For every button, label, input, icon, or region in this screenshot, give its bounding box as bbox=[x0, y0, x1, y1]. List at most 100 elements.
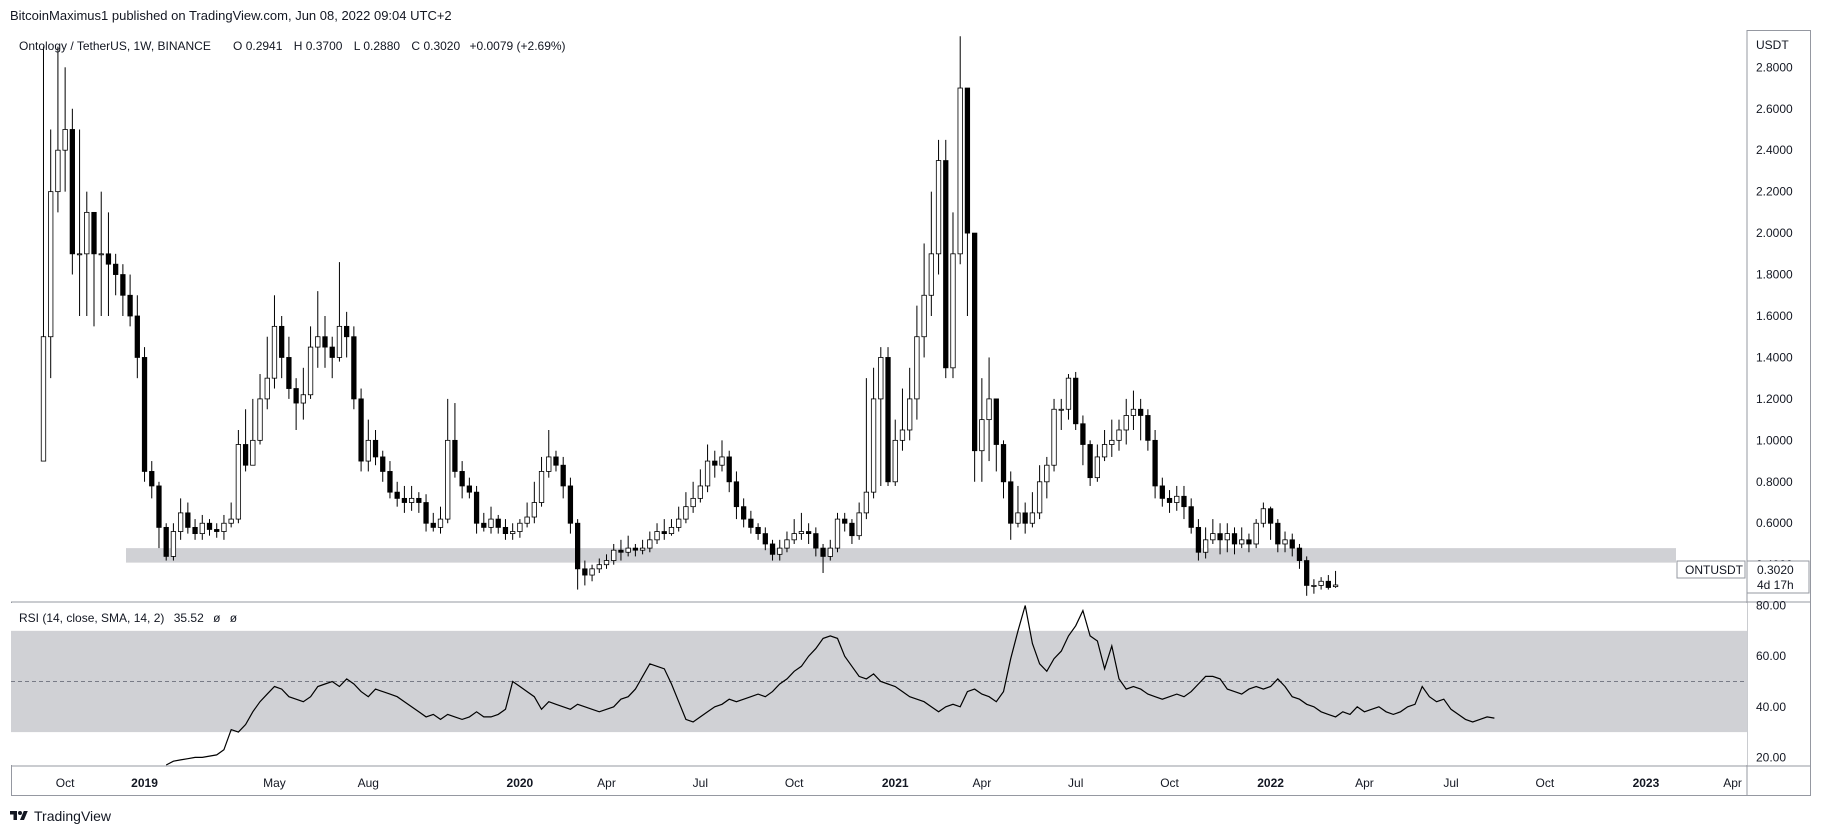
time-tick-label: Jul bbox=[1443, 776, 1458, 790]
rsi-axis[interactable]: 80.00 60.00 40.00 20.00 bbox=[1756, 599, 1786, 765]
candle-body bbox=[899, 429, 906, 441]
rsi-pane[interactable] bbox=[11, 603, 1747, 765]
candle-body bbox=[928, 253, 934, 296]
candle bbox=[935, 139, 942, 275]
candles-group bbox=[40, 36, 1339, 596]
candle-body bbox=[307, 346, 314, 396]
candle-body bbox=[387, 471, 393, 493]
candle-body bbox=[488, 518, 494, 528]
candle-body bbox=[163, 526, 169, 557]
candle-body bbox=[156, 485, 162, 528]
candle-body bbox=[690, 497, 696, 508]
candle-body bbox=[870, 398, 877, 493]
candle bbox=[574, 519, 581, 590]
candle-body bbox=[430, 522, 436, 528]
candle bbox=[892, 419, 898, 486]
candle-body bbox=[1051, 408, 1057, 466]
candle-body bbox=[1101, 444, 1108, 458]
candle bbox=[1123, 398, 1129, 445]
candle-body bbox=[221, 522, 227, 532]
candle bbox=[192, 519, 198, 540]
candle-body bbox=[380, 456, 386, 472]
candle-body bbox=[1166, 497, 1173, 503]
candle-body bbox=[1109, 439, 1115, 445]
footer-brand[interactable]: TradingView bbox=[34, 808, 112, 824]
rsi-label: RSI (14, close, SMA, 14, 2) bbox=[19, 611, 164, 625]
candle-body bbox=[473, 491, 480, 524]
legend-close-value: 0.3020 bbox=[423, 39, 460, 53]
candle bbox=[1304, 556, 1310, 596]
candle bbox=[344, 311, 350, 358]
candle bbox=[206, 519, 213, 536]
candle-body bbox=[632, 547, 639, 551]
candle bbox=[250, 398, 256, 466]
candle bbox=[1080, 415, 1086, 466]
price-tick-label: 1.4000 bbox=[1756, 350, 1793, 364]
candle bbox=[423, 494, 429, 532]
candle-body bbox=[813, 533, 819, 549]
candle-body bbox=[1145, 415, 1151, 441]
candle-body bbox=[1152, 439, 1158, 487]
candle-body bbox=[762, 533, 768, 545]
candle bbox=[127, 274, 133, 327]
candle bbox=[1145, 409, 1151, 451]
candle-body bbox=[972, 232, 978, 452]
candle bbox=[221, 514, 227, 540]
candle-body bbox=[134, 315, 140, 358]
candle-body bbox=[510, 531, 516, 535]
candle bbox=[1138, 398, 1144, 441]
candle-body bbox=[567, 485, 574, 524]
candle-body bbox=[611, 549, 617, 561]
candle bbox=[286, 336, 292, 399]
candle bbox=[993, 398, 999, 472]
candle bbox=[639, 539, 646, 555]
candle-body bbox=[1087, 444, 1093, 479]
rsi-legend: RSI (14, close, SMA, 14, 2) 35.52 ø ø bbox=[19, 611, 238, 625]
candle-body bbox=[676, 518, 682, 528]
candle-body bbox=[423, 502, 429, 524]
candle-body bbox=[358, 398, 364, 462]
candle-body bbox=[1246, 539, 1252, 545]
candle bbox=[863, 378, 870, 520]
candle bbox=[928, 191, 934, 316]
candle-body bbox=[1202, 539, 1209, 553]
candle-body bbox=[1267, 508, 1274, 524]
candle-body bbox=[661, 531, 667, 535]
candle-body bbox=[654, 531, 660, 541]
candle-body bbox=[55, 149, 61, 193]
candle bbox=[69, 108, 75, 275]
time-tick-label: Oct bbox=[1536, 776, 1555, 790]
rsi-extra-1: ø bbox=[213, 611, 221, 625]
candle bbox=[430, 512, 436, 532]
candle bbox=[510, 523, 516, 540]
tradingview-logo-icon bbox=[10, 811, 28, 820]
chart-canvas[interactable]: Ontology / TetherUS, 1W, BINANCE O 0.294… bbox=[11, 30, 1811, 796]
candle-body bbox=[1296, 547, 1303, 561]
price-tick-label: 1.6000 bbox=[1756, 309, 1793, 323]
price-pane[interactable] bbox=[11, 30, 1747, 602]
price-axis[interactable]: 2.8000 2.6000 2.4000 2.2000 2.0000 1.8000 1.60… bbox=[1756, 60, 1793, 571]
candle-body bbox=[1029, 512, 1036, 524]
candle bbox=[791, 519, 797, 544]
candle-body bbox=[242, 444, 249, 466]
candle-body bbox=[271, 325, 278, 379]
candle bbox=[105, 212, 112, 316]
candle-body bbox=[892, 439, 898, 483]
candle-body bbox=[704, 460, 711, 487]
candle-body bbox=[964, 87, 971, 234]
candle bbox=[1325, 575, 1331, 590]
price-tick-label: 1.8000 bbox=[1756, 268, 1793, 282]
candle-body bbox=[257, 398, 263, 441]
candle-body bbox=[459, 471, 465, 487]
candle bbox=[1246, 533, 1252, 553]
candle-body bbox=[863, 491, 870, 514]
time-axis[interactable]: Oct 2019 May Aug 2020 Apr Jul Oct 2021 Apr Jul Oct 2… bbox=[56, 776, 1742, 790]
candle-body bbox=[1000, 444, 1007, 483]
candle bbox=[972, 232, 978, 482]
price-tick-label: 2.0000 bbox=[1756, 226, 1793, 240]
candle-body bbox=[1289, 539, 1295, 549]
legend-low-value: 0.2880 bbox=[363, 39, 400, 53]
candle bbox=[452, 403, 458, 478]
candle bbox=[1015, 485, 1021, 528]
candle bbox=[300, 367, 306, 420]
